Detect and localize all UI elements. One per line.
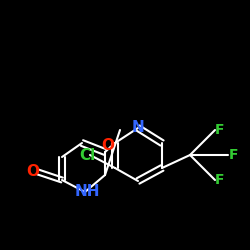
Text: F: F [228, 148, 238, 162]
Text: NH: NH [75, 184, 100, 200]
Text: N: N [132, 120, 144, 136]
Text: O: O [101, 138, 114, 152]
Text: Cl: Cl [80, 148, 96, 162]
Text: F: F [215, 123, 225, 137]
Text: O: O [26, 164, 40, 180]
Text: F: F [215, 173, 225, 187]
